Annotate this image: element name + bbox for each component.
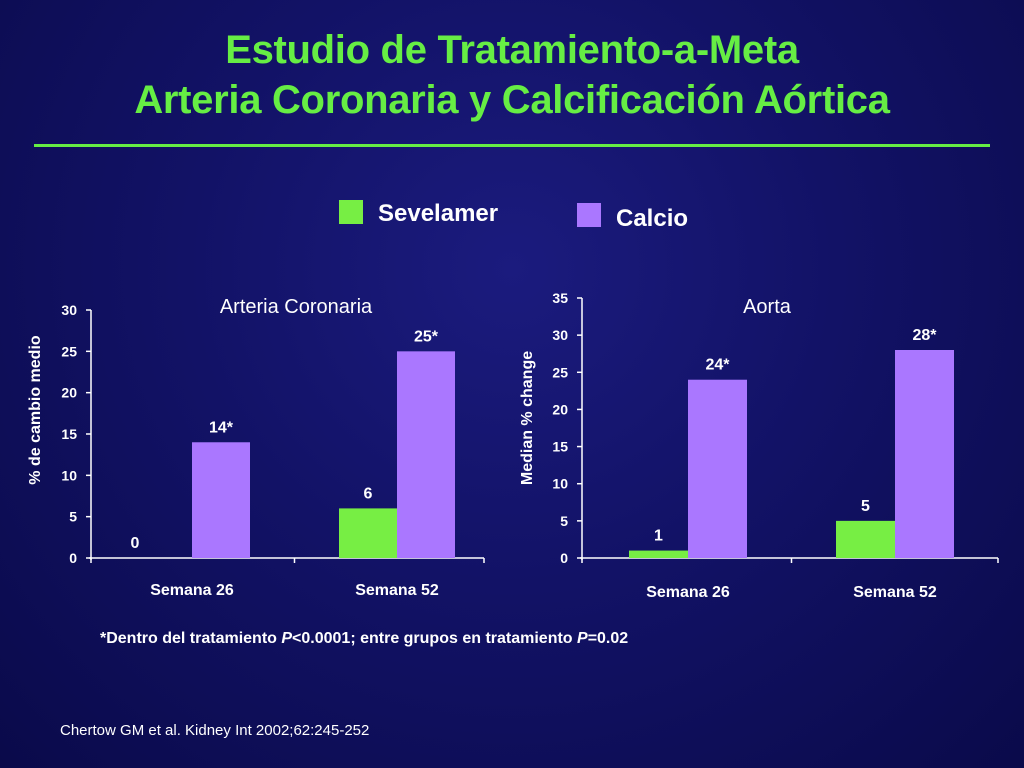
coronary-data-label: 14*: [209, 419, 234, 436]
coronary-bar-calcio-1: [192, 442, 250, 558]
aorta-y-tick-label: 30: [552, 327, 568, 343]
coronary-data-label: 25*: [414, 328, 439, 345]
title-divider: [34, 144, 990, 147]
aorta-y-tick-label: 20: [552, 401, 568, 417]
legend-swatch-calcio: [577, 203, 601, 227]
aorta-y-axis-label: Median % change: [519, 351, 536, 485]
coronary-y-tick-label: 15: [61, 426, 77, 442]
legend-label-sevelamer: Sevelamer: [378, 200, 499, 227]
coronary-y-tick-label: 30: [61, 302, 77, 318]
aorta-bar-sevelamer-2: [836, 520, 895, 558]
coronary-bar-sevelamer-2: [339, 508, 397, 558]
coronary-data-label: 0: [131, 535, 140, 552]
footnote: *Dentro del tratamiento P<0.0001; entre …: [100, 630, 629, 647]
coronary-bar-calcio-2: [397, 351, 455, 558]
coronary-y-tick-label: 5: [69, 509, 77, 525]
aorta-y-tick-label: 10: [552, 476, 568, 492]
aorta-bar-calcio-2: [895, 350, 954, 558]
legend-swatch-sevelamer: [339, 200, 363, 224]
aorta-data-label: 28*: [912, 327, 937, 344]
coronary-data-label: 6: [364, 485, 373, 502]
coronary-y-tick-label: 10: [61, 467, 77, 483]
coronary-chart-title: Arteria Coronaria: [220, 296, 373, 318]
aorta-y-tick-label: 15: [552, 439, 568, 455]
coronary-y-tick-label: 0: [69, 550, 77, 566]
aorta-y-tick-label: 25: [552, 364, 568, 380]
aorta-y-tick-label: 0: [560, 550, 568, 566]
slide-title-line2: Arteria Coronaria y Calcificación Aórtic…: [134, 78, 890, 122]
aorta-data-label: 5: [861, 498, 870, 515]
legend-label-calcio: Calcio: [616, 205, 689, 232]
aorta-y-tick-label: 35: [552, 290, 568, 306]
slide-title-line1: Estudio de Tratamiento-a-Meta: [225, 28, 799, 72]
legend-item-sevelamer: Sevelamer: [339, 200, 498, 230]
coronary-category-label: Semana 52: [355, 582, 439, 599]
aorta-bar-calcio-1: [688, 379, 747, 558]
coronary-y-tick-label: 20: [61, 385, 77, 401]
citation: Chertow GM et al. Kidney Int 2002;62:245…: [60, 722, 370, 739]
coronary-y-tick-label: 25: [61, 343, 77, 359]
legend-item-calcio: Calcio: [577, 203, 688, 233]
coronary-category-label: Semana 26: [150, 582, 234, 599]
coronary-y-axis-label: % de cambio medio: [27, 335, 44, 485]
aorta-category-label: Semana 52: [853, 584, 937, 601]
aorta-category-label: Semana 26: [646, 584, 730, 601]
aorta-chart-title: Aorta: [743, 296, 792, 318]
aorta-data-label: 24*: [705, 357, 730, 374]
aorta-data-label: 1: [654, 528, 663, 545]
aorta-y-tick-label: 5: [560, 513, 568, 529]
aorta-bar-sevelamer-1: [629, 550, 688, 558]
